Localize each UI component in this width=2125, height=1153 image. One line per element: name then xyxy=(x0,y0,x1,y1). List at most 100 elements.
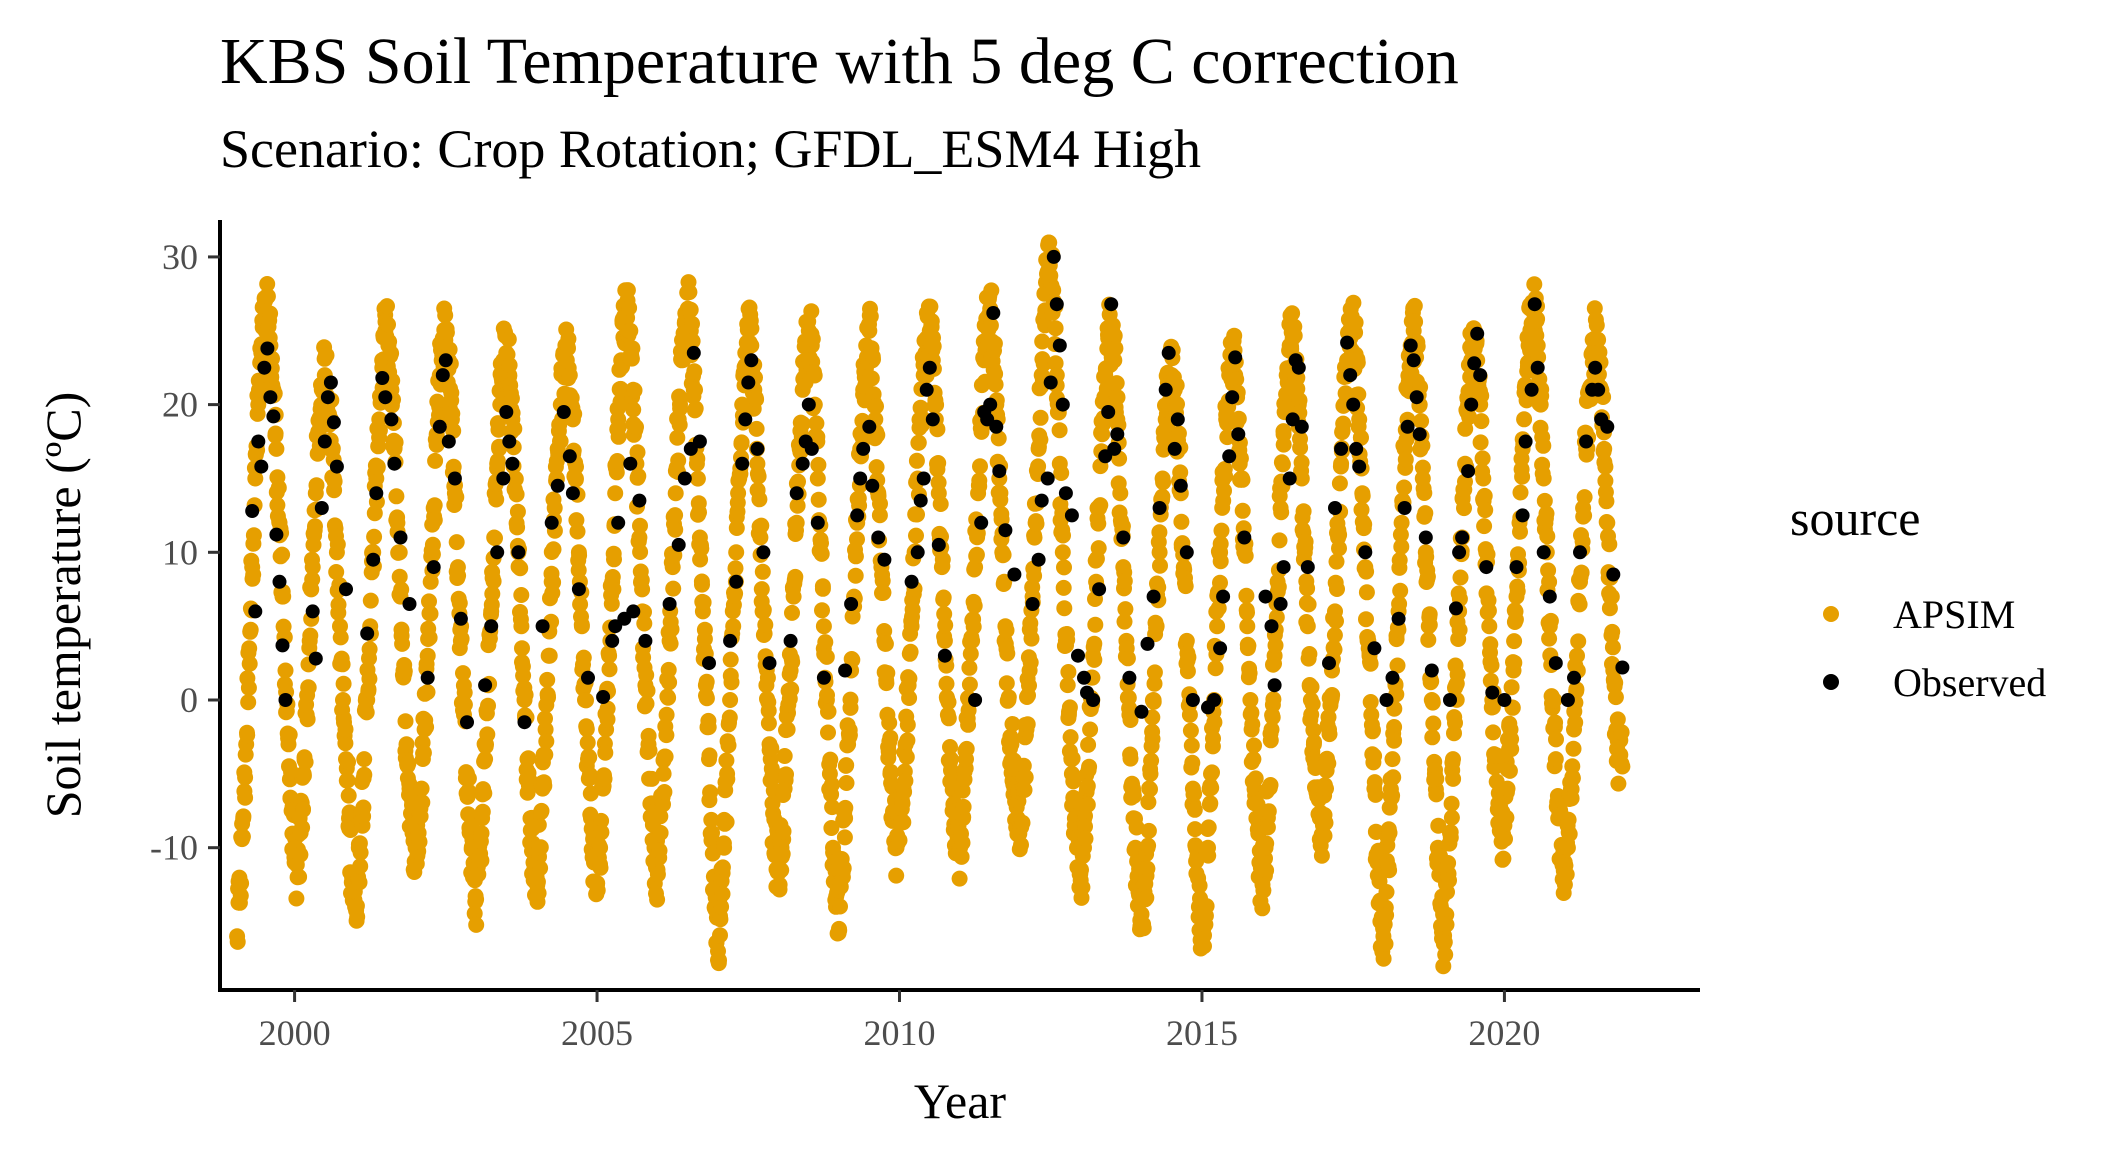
apsim-point xyxy=(838,757,855,774)
apsim-point xyxy=(1086,651,1103,668)
apsim-point xyxy=(484,585,501,602)
apsim-point xyxy=(1456,500,1472,517)
apsim-point xyxy=(1198,898,1215,915)
apsim-point xyxy=(672,400,689,417)
apsim-point xyxy=(1273,504,1290,521)
apsim-point xyxy=(1393,538,1410,555)
apsim-point xyxy=(1143,752,1160,769)
apsim-point xyxy=(1326,641,1343,658)
x-tick-label: 2015 xyxy=(1166,1013,1238,1053)
apsim-point xyxy=(1331,526,1348,543)
apsim-point xyxy=(1329,581,1345,597)
observed-point xyxy=(1134,704,1149,719)
apsim-point xyxy=(506,420,523,437)
apsim-point xyxy=(1013,836,1029,853)
apsim-point xyxy=(1570,633,1587,650)
apsim-point xyxy=(1077,830,1094,847)
observed-point xyxy=(844,597,859,611)
apsim-point xyxy=(1258,835,1275,852)
apsim-point xyxy=(1479,546,1496,563)
apsim-point xyxy=(1473,413,1490,430)
apsim-point xyxy=(990,430,1007,447)
apsim-point xyxy=(1146,675,1163,692)
observed-point xyxy=(974,515,989,530)
apsim-point xyxy=(817,634,834,651)
x-axis-title: Year xyxy=(914,1073,1006,1129)
observed-point xyxy=(1055,397,1070,412)
observed-point xyxy=(1101,405,1116,419)
apsim-point xyxy=(513,618,530,635)
apsim-point xyxy=(355,799,372,816)
apsim-point xyxy=(987,376,1004,393)
apsim-point xyxy=(460,770,477,787)
apsim-point xyxy=(657,748,674,765)
apsim-point xyxy=(1122,712,1139,728)
apsim-point xyxy=(928,396,945,413)
apsim-point xyxy=(424,536,441,553)
apsim-point xyxy=(1179,663,1196,680)
x-tick-label: 2020 xyxy=(1468,1013,1540,1053)
apsim-point xyxy=(861,322,878,339)
apsim-point xyxy=(901,690,918,706)
apsim-point xyxy=(1154,488,1171,505)
apsim-point xyxy=(1278,399,1295,416)
observed-point xyxy=(723,633,738,648)
apsim-point xyxy=(606,551,622,568)
observed-point xyxy=(989,419,1004,434)
apsim-point xyxy=(509,503,526,520)
apsim-point xyxy=(819,687,835,704)
observed-point xyxy=(1418,530,1433,545)
apsim-point xyxy=(575,649,592,666)
apsim-point xyxy=(818,648,835,665)
apsim-point xyxy=(1186,801,1203,818)
apsim-point xyxy=(1062,729,1079,746)
observed-point xyxy=(1536,545,1551,560)
apsim-point xyxy=(1106,327,1123,344)
apsim-point xyxy=(625,401,642,418)
apsim-point xyxy=(578,721,595,738)
observed-point xyxy=(1358,545,1373,560)
observed-point xyxy=(1161,345,1176,360)
observed-point xyxy=(1034,493,1049,508)
apsim-point xyxy=(571,547,588,564)
apsim-point xyxy=(1216,482,1232,499)
observed-point xyxy=(339,582,353,597)
apsim-point xyxy=(1232,450,1249,467)
apsim-point xyxy=(541,647,558,664)
apsim-point xyxy=(1424,729,1441,746)
apsim-point xyxy=(1507,611,1524,628)
apsim-point xyxy=(877,635,894,652)
apsim-point xyxy=(388,488,405,505)
observed-point xyxy=(1391,611,1406,626)
apsim-point xyxy=(1540,562,1557,579)
apsim-point xyxy=(1413,413,1430,430)
apsim-point xyxy=(1324,687,1341,703)
apsim-point xyxy=(259,288,276,305)
apsim-point xyxy=(936,632,953,649)
apsim-point xyxy=(537,721,554,738)
apsim-point xyxy=(1381,862,1398,879)
apsim-point xyxy=(1529,337,1546,354)
apsim-point xyxy=(581,766,598,783)
observed-point xyxy=(1231,427,1246,442)
apsim-point xyxy=(1436,934,1453,951)
apsim-point xyxy=(847,567,864,584)
apsim-point xyxy=(961,676,978,693)
apsim-point xyxy=(1142,765,1159,782)
apsim-point xyxy=(714,886,731,902)
apsim-point xyxy=(730,485,747,502)
apsim-point xyxy=(813,545,830,562)
apsim-point xyxy=(667,507,684,524)
apsim-point xyxy=(1184,754,1201,771)
apsim-point xyxy=(1292,439,1309,456)
apsim-point xyxy=(1108,375,1125,392)
apsim-point xyxy=(567,470,584,487)
y-tick-label: 20 xyxy=(162,385,198,425)
apsim-point xyxy=(1047,355,1064,372)
apsim-point xyxy=(241,640,258,657)
apsim-point xyxy=(757,616,774,633)
observed-point xyxy=(1294,419,1309,434)
apsim-point xyxy=(718,752,735,769)
observed-point xyxy=(750,441,765,456)
apsim-point xyxy=(1335,415,1352,432)
